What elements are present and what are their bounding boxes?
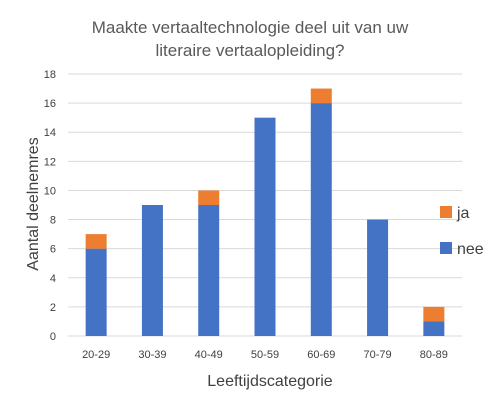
bar-nee-40-49 xyxy=(198,205,220,336)
bar-nee-50-59 xyxy=(254,117,276,337)
x-tick-label: 50-59 xyxy=(251,349,279,361)
x-tick-label: 60-69 xyxy=(307,349,335,361)
y-tick-label: 6 xyxy=(50,244,56,256)
bar-nee-60-69 xyxy=(310,103,332,336)
y-tick-label: 14 xyxy=(44,127,56,139)
bar-nee-20-29 xyxy=(85,248,107,336)
bar-nee-30-39 xyxy=(141,205,163,336)
x-tick-label: 80-89 xyxy=(420,349,448,361)
chart-title-line-2: literaire vertaalopleiding? xyxy=(155,41,344,60)
bars xyxy=(85,88,445,337)
y-axis-ticks: 0 2 4 6 8 10 12 14 16 18 xyxy=(44,69,56,343)
y-tick-label: 8 xyxy=(50,215,56,227)
y-tick-label: 4 xyxy=(50,273,56,285)
legend-label-ja: ja xyxy=(456,205,470,222)
y-tick-label: 18 xyxy=(44,69,56,81)
legend-label-nee: nee xyxy=(457,241,484,258)
legend-swatch-ja xyxy=(440,206,452,218)
bar-ja-80-89 xyxy=(423,306,445,322)
y-axis-label: Aantal deelnemres xyxy=(25,137,42,270)
x-axis-ticks: 20-29 30-39 40-49 50-59 60-69 70-79 80-89 xyxy=(82,349,448,361)
y-tick-label: 10 xyxy=(44,185,56,197)
bar-nee-70-79 xyxy=(367,219,389,336)
chart-title-line-1: Maakte vertaaltechnologie deel uit van u… xyxy=(92,18,409,37)
bar-nee-80-89 xyxy=(423,321,445,336)
y-tick-label: 2 xyxy=(50,302,56,314)
bar-ja-40-49 xyxy=(198,190,220,205)
y-tick-label: 0 xyxy=(50,331,56,343)
x-tick-label: 40-49 xyxy=(195,349,223,361)
bar-ja-20-29 xyxy=(85,234,107,249)
x-axis-label: Leeftijdscategorie xyxy=(207,373,333,390)
x-tick-label: 30-39 xyxy=(138,349,166,361)
y-tick-label: 16 xyxy=(44,98,56,110)
legend-swatch-nee xyxy=(440,242,452,254)
x-tick-label: 20-29 xyxy=(82,349,110,361)
bar-ja-60-69 xyxy=(310,88,332,104)
x-tick-label: 70-79 xyxy=(364,349,392,361)
legend: ja nee xyxy=(440,205,484,258)
y-tick-label: 12 xyxy=(44,156,56,168)
